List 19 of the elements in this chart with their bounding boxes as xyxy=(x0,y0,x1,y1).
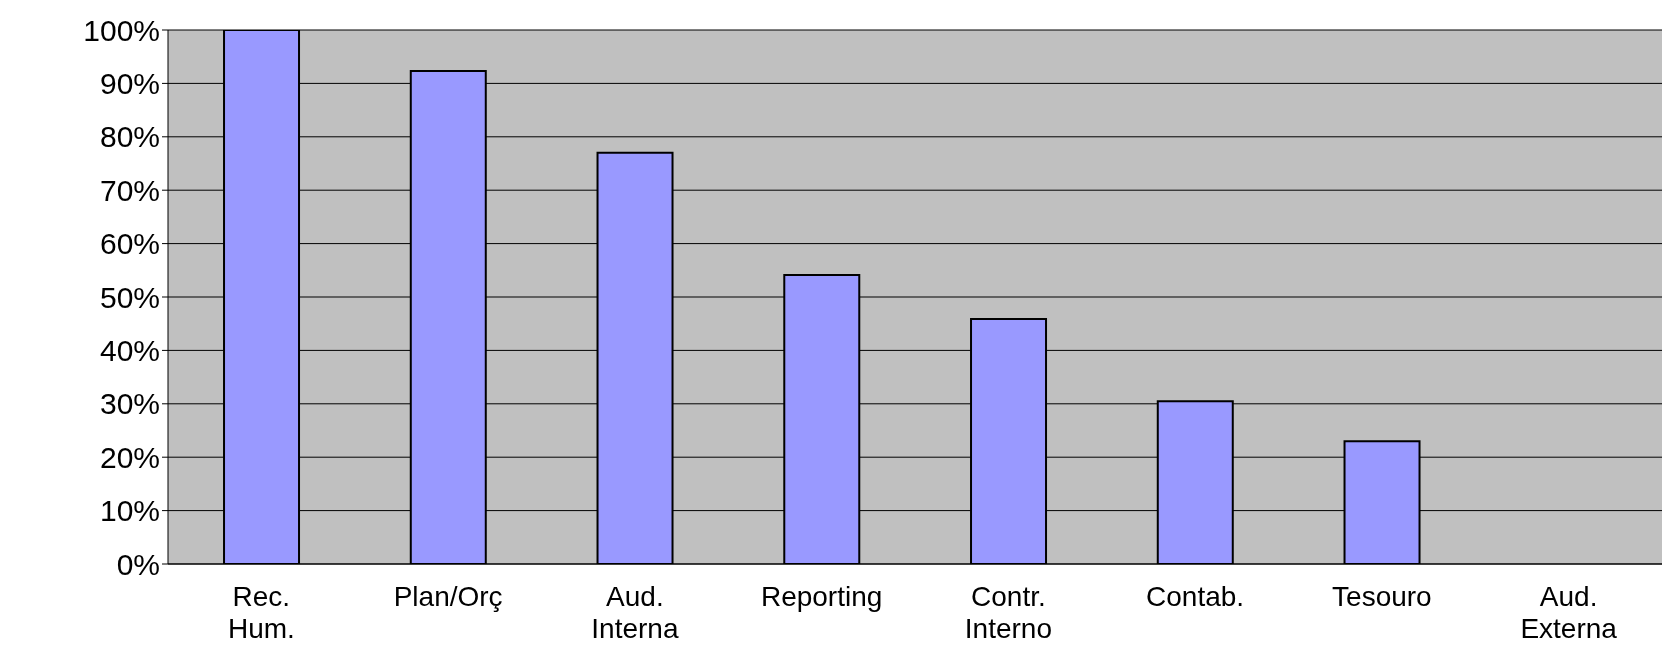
x-tick-label: Reporting xyxy=(760,581,883,612)
y-tick-label: 60% xyxy=(99,227,160,261)
y-tick-label: 20% xyxy=(99,440,160,474)
y-tick-label: 30% xyxy=(99,387,160,421)
x-tick-label: Contab. xyxy=(1146,581,1245,612)
y-tick-label: 50% xyxy=(99,280,160,314)
y-tick-label: 10% xyxy=(99,494,160,528)
y-tick-label: 100% xyxy=(83,13,160,47)
x-tick-label: Aud. Externa xyxy=(1520,581,1618,644)
x-tick-label: Plan/Orç xyxy=(393,581,503,612)
x-tick-label: Aud. Interna xyxy=(591,581,679,644)
y-tick-label: 70% xyxy=(99,173,160,207)
x-tick-label: Rec. Hum. xyxy=(227,581,295,644)
y-tick-label: 80% xyxy=(99,120,160,154)
y-tick-label: 0% xyxy=(116,547,160,581)
y-tick-label: 90% xyxy=(99,67,160,101)
y-tick-label: 40% xyxy=(99,334,160,368)
x-tick-label: Tesouro xyxy=(1332,581,1432,612)
x-tick-label: Contr. Interno xyxy=(964,581,1052,644)
